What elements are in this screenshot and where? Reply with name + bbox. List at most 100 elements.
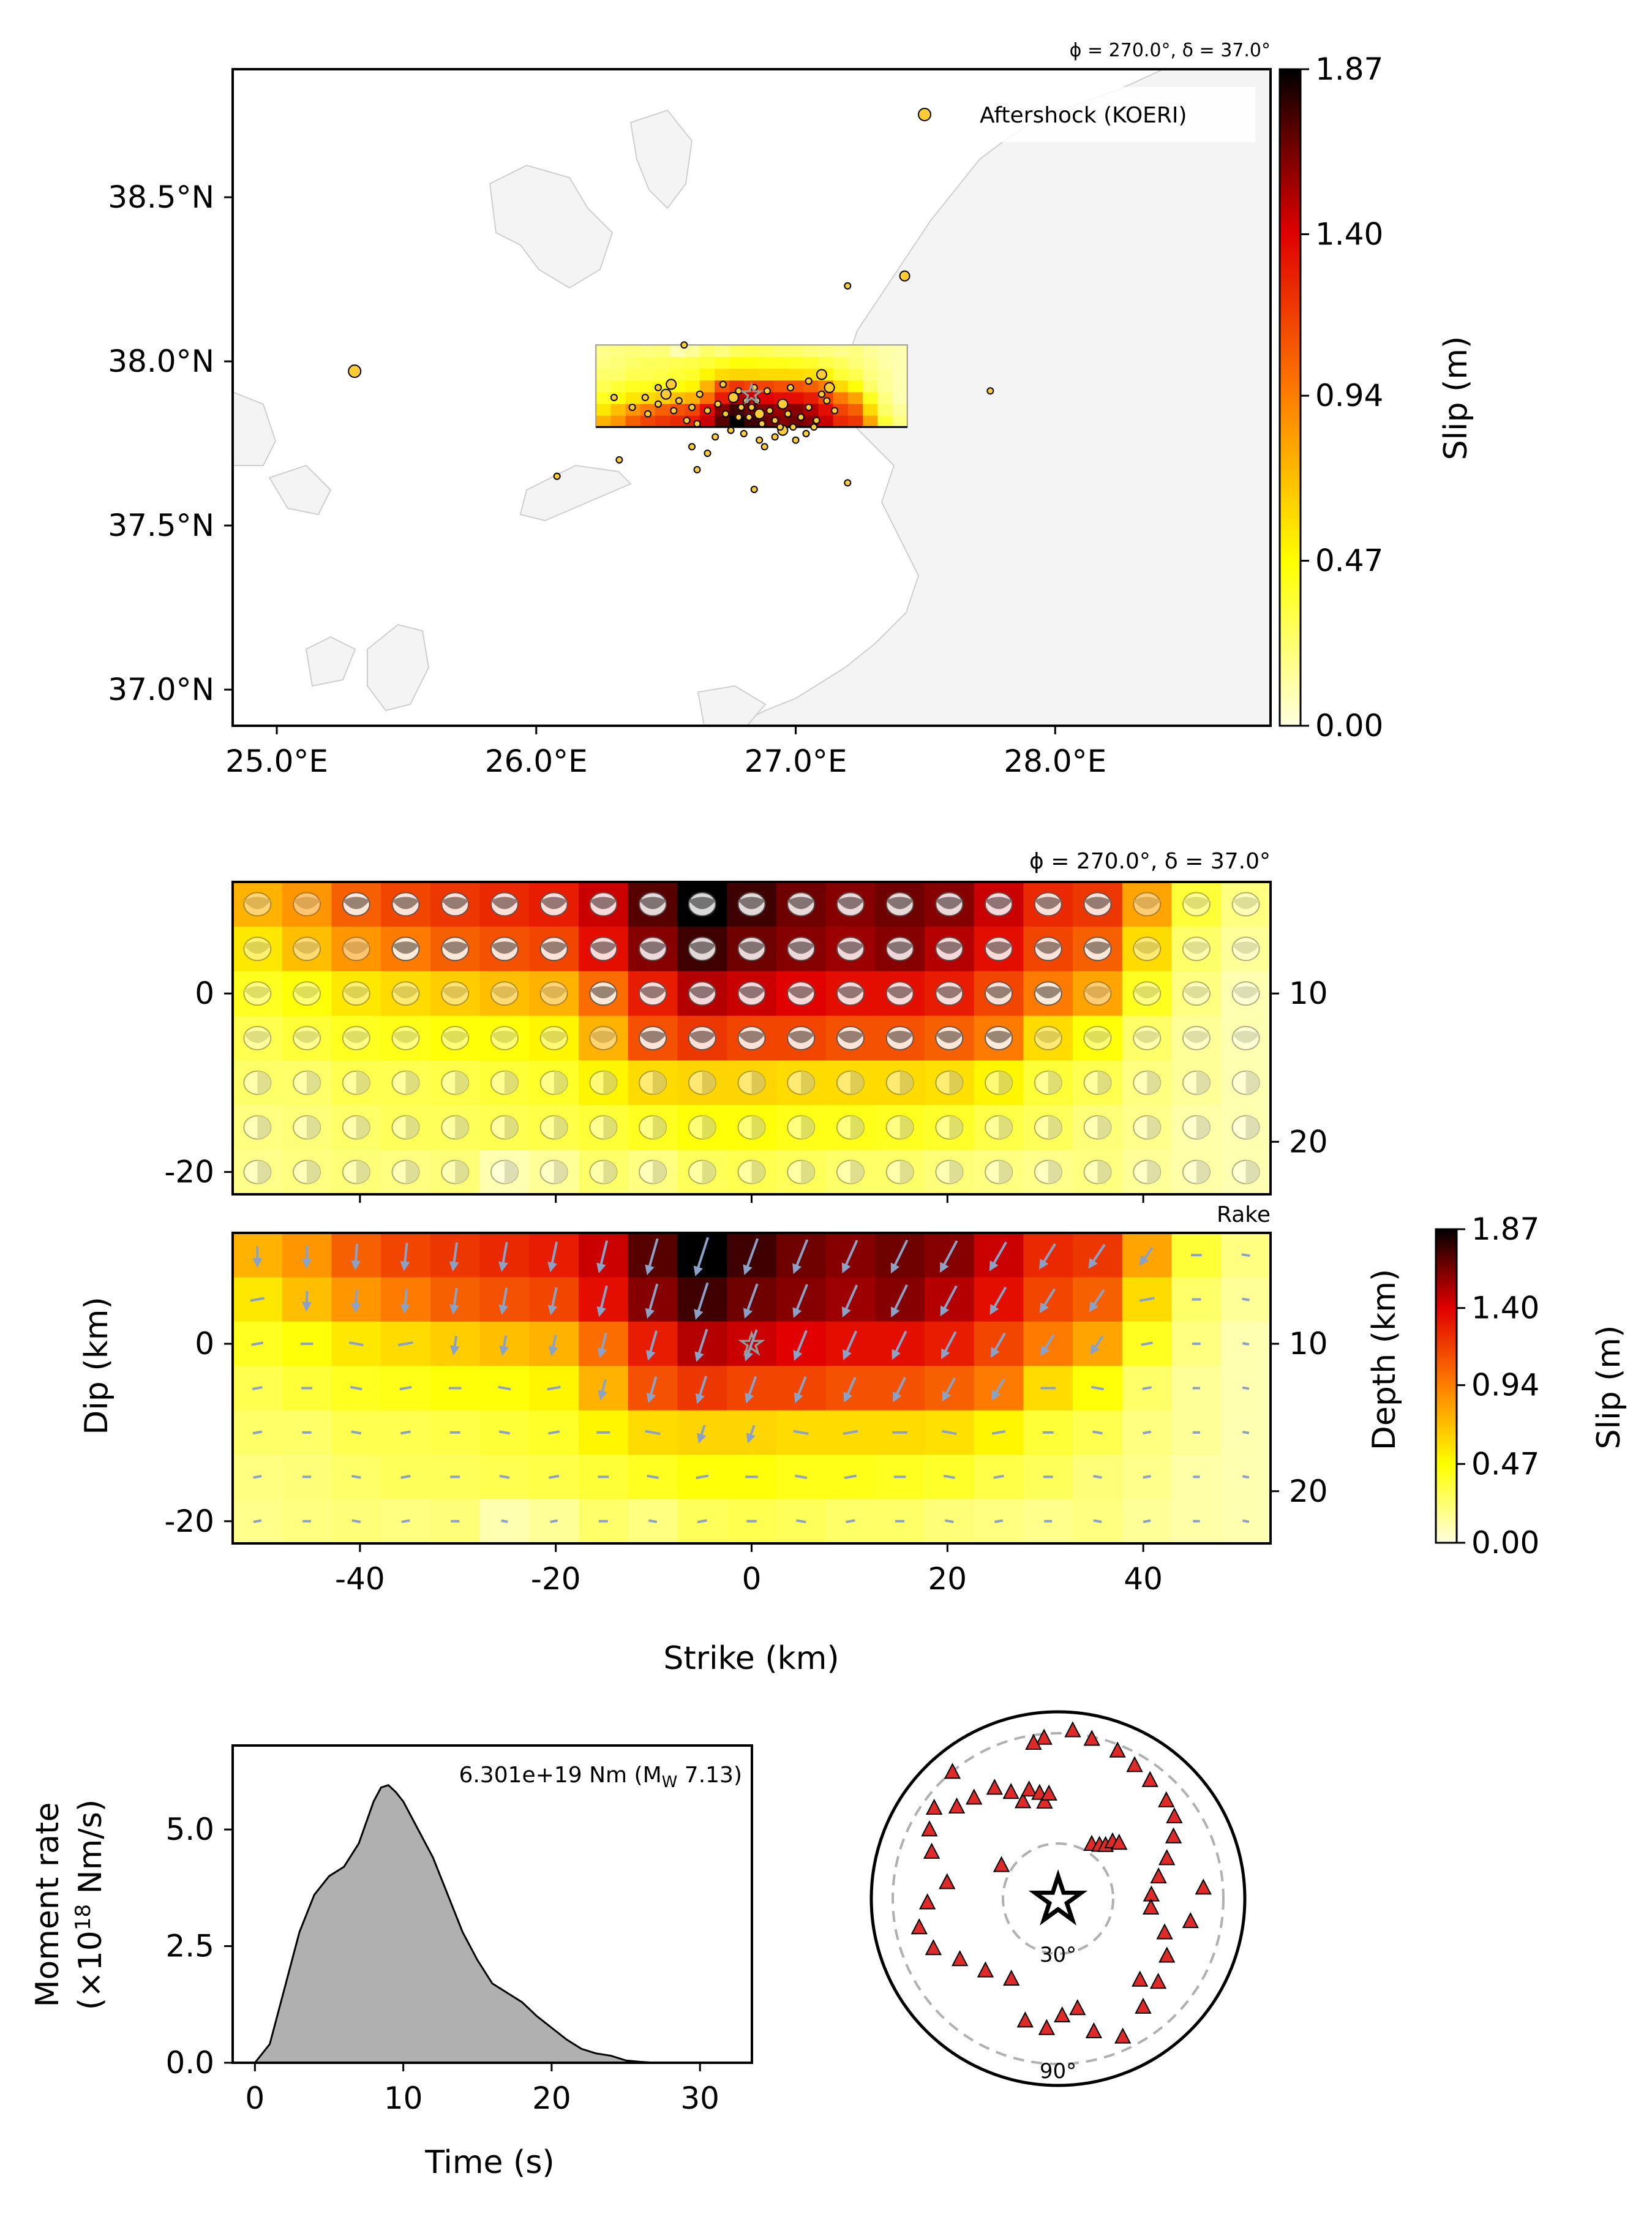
rake-arrow — [795, 1474, 808, 1480]
beachball — [589, 1159, 618, 1184]
rake-arrow — [745, 1376, 757, 1404]
slip-cell — [1073, 1105, 1123, 1150]
beachball — [1083, 892, 1112, 917]
beachball — [836, 981, 865, 1006]
slip-cell — [699, 356, 715, 369]
slip-cell — [610, 356, 626, 369]
beachball-fill — [392, 897, 419, 910]
rake-arrow — [400, 1289, 410, 1314]
beachball-outline — [342, 1115, 370, 1140]
slip-cell — [529, 971, 579, 1017]
slip-cell — [729, 356, 745, 369]
beachball — [539, 1026, 568, 1050]
rake-arrow — [844, 1474, 857, 1480]
tick-label: 10 — [384, 2081, 423, 2116]
beachball-fill — [999, 1071, 1013, 1094]
beachball — [787, 1159, 816, 1184]
slip-cell — [727, 1060, 777, 1105]
rake-arrow — [400, 1243, 410, 1271]
rake-arrow — [846, 1519, 855, 1524]
rake-arrow — [1241, 1253, 1250, 1257]
rake-arrow — [843, 1376, 857, 1403]
rake-arrow — [890, 1239, 909, 1274]
beachball-fill — [1232, 986, 1260, 999]
rake-arrow — [647, 1474, 659, 1479]
moment-rate-area — [253, 1784, 745, 2064]
aftershock-point — [844, 479, 852, 487]
beachball — [787, 892, 816, 917]
slip-cell — [430, 1150, 481, 1195]
rake-arrow — [449, 1242, 459, 1272]
slip-cell — [892, 415, 908, 427]
beachball-outline — [836, 1070, 865, 1095]
beachball-outline — [787, 1115, 816, 1140]
beachball-fill — [356, 1160, 370, 1184]
slip-cell — [596, 368, 612, 381]
aftershock-point — [644, 410, 651, 418]
beachball — [1133, 936, 1162, 962]
beachball-fill — [1147, 1115, 1161, 1139]
slip-cell — [974, 1105, 1024, 1150]
slip-cell — [282, 1105, 332, 1150]
beachball-fill — [886, 1031, 914, 1043]
rake-arrow — [1040, 1334, 1055, 1357]
slip-cell — [479, 1060, 530, 1105]
beachball — [1083, 1115, 1112, 1140]
beachball — [935, 981, 964, 1006]
beachball — [985, 1159, 1013, 1184]
beachball-fill — [540, 986, 568, 999]
beachball-fill — [1133, 1031, 1161, 1043]
slip-cell — [282, 1015, 332, 1061]
slip-cell — [863, 415, 878, 427]
beachball-fill — [1097, 1160, 1111, 1184]
slip-cell — [892, 403, 908, 416]
beachball-outline — [589, 1070, 618, 1095]
beachball-outline — [1034, 1026, 1062, 1050]
slip-cell — [1171, 1150, 1222, 1195]
slip-cell — [759, 345, 775, 357]
aftershock-points — [348, 270, 994, 494]
rake-arrow — [994, 1519, 1004, 1523]
tick-label: 40 — [1124, 1561, 1163, 1597]
aftershock-point — [844, 282, 852, 290]
rake-arrow — [943, 1474, 955, 1479]
beachball — [639, 1115, 667, 1140]
slip-cell — [479, 971, 530, 1017]
rake-arrow — [1039, 1243, 1056, 1270]
slip-cell — [925, 1105, 975, 1150]
beachball-outline — [243, 981, 272, 1006]
slip-cell — [233, 971, 283, 1017]
beachball-outline — [293, 981, 321, 1006]
beachball-fill — [1232, 897, 1260, 910]
slip-cell — [1221, 926, 1271, 972]
beachball-outline — [1133, 1026, 1162, 1050]
beachball-outline — [441, 1115, 470, 1140]
beachball-outline — [490, 1026, 519, 1050]
beachball-outline — [243, 936, 272, 962]
beachball — [1083, 1159, 1112, 1184]
beachball-outline — [539, 1070, 568, 1095]
beachball-outline — [836, 1115, 865, 1140]
beachball-fill — [490, 897, 518, 910]
beachball — [243, 936, 272, 962]
beachball-fill — [899, 1071, 914, 1094]
beachball-fill — [293, 1031, 321, 1043]
station-marker — [1054, 2006, 1071, 2023]
beachball — [688, 1070, 716, 1095]
aftershock-point — [758, 420, 766, 427]
beachball — [985, 1070, 1013, 1095]
rake-arrow — [696, 1474, 709, 1480]
focal-mechanisms — [243, 892, 1260, 1184]
beachball — [935, 1159, 964, 1184]
slip-cell — [677, 1150, 727, 1195]
rake-arrow — [697, 1519, 707, 1524]
slip-cell — [1122, 1105, 1173, 1150]
slip-cell — [877, 391, 893, 404]
slip-cell — [529, 1105, 579, 1150]
beachball — [1034, 892, 1062, 917]
aftershock-point — [810, 423, 818, 431]
beachball-fill — [850, 1115, 864, 1139]
beachball-fill — [850, 1071, 864, 1094]
map-x-ticks: 25.0°E 26.0°E 27.0°E 28.0°E — [225, 726, 1106, 779]
beachball — [1083, 936, 1112, 962]
